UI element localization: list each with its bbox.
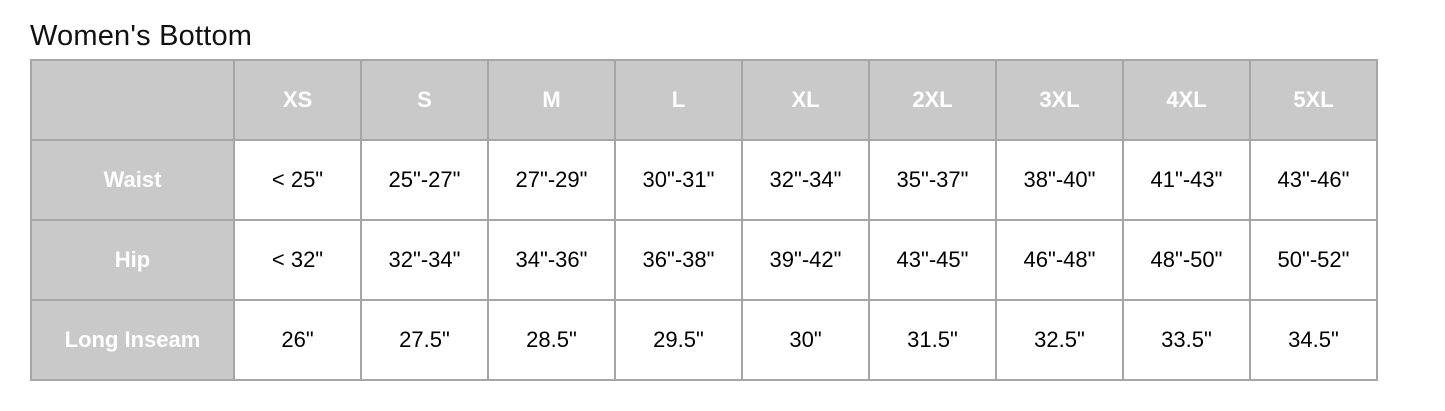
long-inseam-5xl: 34.5" — [1249, 299, 1378, 381]
long-inseam-m: 28.5" — [487, 299, 616, 381]
waist-4xl: 41"-43" — [1122, 139, 1251, 221]
waist-s: 25"-27" — [360, 139, 489, 221]
waist-xl: 32"-34" — [741, 139, 870, 221]
long-inseam-2xl: 31.5" — [868, 299, 997, 381]
column-header-m: M — [487, 59, 616, 141]
long-inseam-l: 29.5" — [614, 299, 743, 381]
column-header-l: L — [614, 59, 743, 141]
column-header-s: S — [360, 59, 489, 141]
column-header-2xl: 2XL — [868, 59, 997, 141]
long-inseam-s: 27.5" — [360, 299, 489, 381]
hip-l: 36"-38" — [614, 219, 743, 301]
hip-4xl: 48"-50" — [1122, 219, 1251, 301]
column-header-xs: XS — [233, 59, 362, 141]
column-header-3xl: 3XL — [995, 59, 1124, 141]
hip-m: 34"-36" — [487, 219, 616, 301]
size-chart-table: XS S M L XL 2XL 3XL 4XL 5XL Waist < 25" … — [30, 59, 1378, 381]
header-row: XS S M L XL 2XL 3XL 4XL 5XL — [30, 59, 1378, 141]
waist-l: 30"-31" — [614, 139, 743, 221]
corner-cell — [30, 59, 235, 141]
long-inseam-4xl: 33.5" — [1122, 299, 1251, 381]
waist-m: 27"-29" — [487, 139, 616, 221]
long-inseam-xs: 26" — [233, 299, 362, 381]
row-label-long-inseam: Long Inseam — [30, 299, 235, 381]
column-header-xl: XL — [741, 59, 870, 141]
waist-5xl: 43"-46" — [1249, 139, 1378, 221]
hip-2xl: 43"-45" — [868, 219, 997, 301]
column-header-5xl: 5XL — [1249, 59, 1378, 141]
waist-xs: < 25" — [233, 139, 362, 221]
hip-s: 32"-34" — [360, 219, 489, 301]
page-title: Women's Bottom — [30, 20, 253, 52]
row-label-hip: Hip — [30, 219, 235, 301]
hip-xs: < 32" — [233, 219, 362, 301]
table-row-waist: Waist < 25" 25"-27" 27"-29" 30"-31" 32"-… — [30, 139, 1378, 221]
waist-2xl: 35"-37" — [868, 139, 997, 221]
column-header-4xl: 4XL — [1122, 59, 1251, 141]
hip-3xl: 46"-48" — [995, 219, 1124, 301]
hip-5xl: 50"-52" — [1249, 219, 1378, 301]
table-row-long-inseam: Long Inseam 26" 27.5" 28.5" 29.5" 30" 31… — [30, 299, 1378, 381]
long-inseam-3xl: 32.5" — [995, 299, 1124, 381]
hip-xl: 39"-42" — [741, 219, 870, 301]
table-row-hip: Hip < 32" 32"-34" 34"-36" 36"-38" 39"-42… — [30, 219, 1378, 301]
waist-3xl: 38"-40" — [995, 139, 1124, 221]
long-inseam-xl: 30" — [741, 299, 870, 381]
row-label-waist: Waist — [30, 139, 235, 221]
